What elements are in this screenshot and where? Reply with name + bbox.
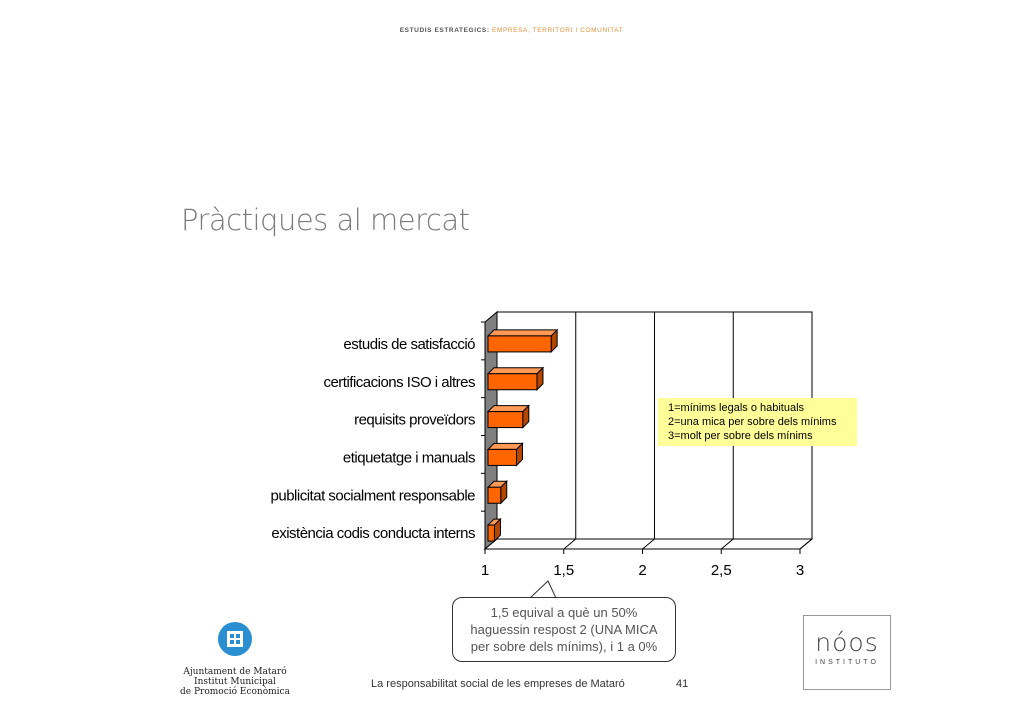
gridline-floor [563, 538, 577, 550]
gridline-floor [799, 538, 813, 550]
x-tick-label: 1 [481, 562, 489, 579]
bar-top [486, 367, 545, 375]
logo-brand: nóos [815, 628, 879, 657]
legend-line: 3=molt per sobre dels mínims [668, 430, 813, 442]
bar [487, 411, 524, 429]
x-tick-label: 3 [796, 562, 804, 579]
bar-top [486, 329, 559, 337]
header-accent: EMPRESA, TERRITORI I COMUNITAT [492, 27, 624, 34]
callout-line: per sobre dels mínims), i 1 a 0% [470, 639, 658, 654]
category-label: existència codis conducta interns [271, 525, 475, 542]
gridline-floor [720, 538, 734, 550]
x-tick-label: 2 [638, 562, 646, 579]
bar [487, 486, 502, 504]
logo-line: Ajuntament de Mataró [183, 667, 287, 677]
category-label: etiquetatge i manuals [343, 449, 475, 466]
category-label: publicitat socialment responsable [271, 487, 476, 504]
gridline-floor [642, 538, 655, 550]
callout-line: 1,5 equival a què un 50% [490, 605, 638, 620]
slide-title: Pràctiques al mercat [181, 203, 470, 237]
page-number: 41 [676, 678, 689, 690]
legend-line: 1=mínims legals o habituals [668, 402, 805, 414]
header-banner: ESTUDIS ESTRATEGICS: EMPRESA, TERRITORI … [0, 27, 1023, 34]
legend-line: 2=una mica per sobre dels mínims [668, 416, 837, 428]
annotation-callout: 1,5 equival a què un 50% haguessin respo… [452, 597, 676, 662]
callout-line: haguessin respost 2 (UNA MICA [470, 622, 658, 637]
logo-subtitle: INSTITUTO [815, 659, 879, 666]
bar [487, 373, 538, 391]
footer-text: La responsabilitat social de les emprese… [371, 678, 625, 690]
bar-top [486, 405, 531, 413]
logo-line: Institut Municipal [194, 677, 276, 687]
header-prefix: ESTUDIS ESTRATEGICS: [399, 27, 490, 34]
x-tick-label: 1,5 [553, 562, 574, 579]
ajuntament-logo: Ajuntament de Mataró Institut Municipal … [173, 618, 297, 697]
bar [487, 448, 517, 466]
scale-legend: 1=mínims legals o habituals 2=una mica p… [658, 398, 857, 446]
bar [487, 524, 495, 542]
bar [487, 335, 552, 353]
x-tick-label: 2,5 [711, 562, 732, 579]
noos-logo: nóos INSTITUTO [803, 615, 891, 690]
category-label: requisits proveïdors [354, 412, 475, 429]
category-label: estudis de satisfacció [343, 336, 475, 353]
city-emblem-icon [218, 622, 252, 656]
category-label: certificacions ISO i altres [323, 374, 475, 391]
callout-pointer [529, 580, 557, 599]
logo-line: de Promoció Econòmica [180, 687, 290, 697]
